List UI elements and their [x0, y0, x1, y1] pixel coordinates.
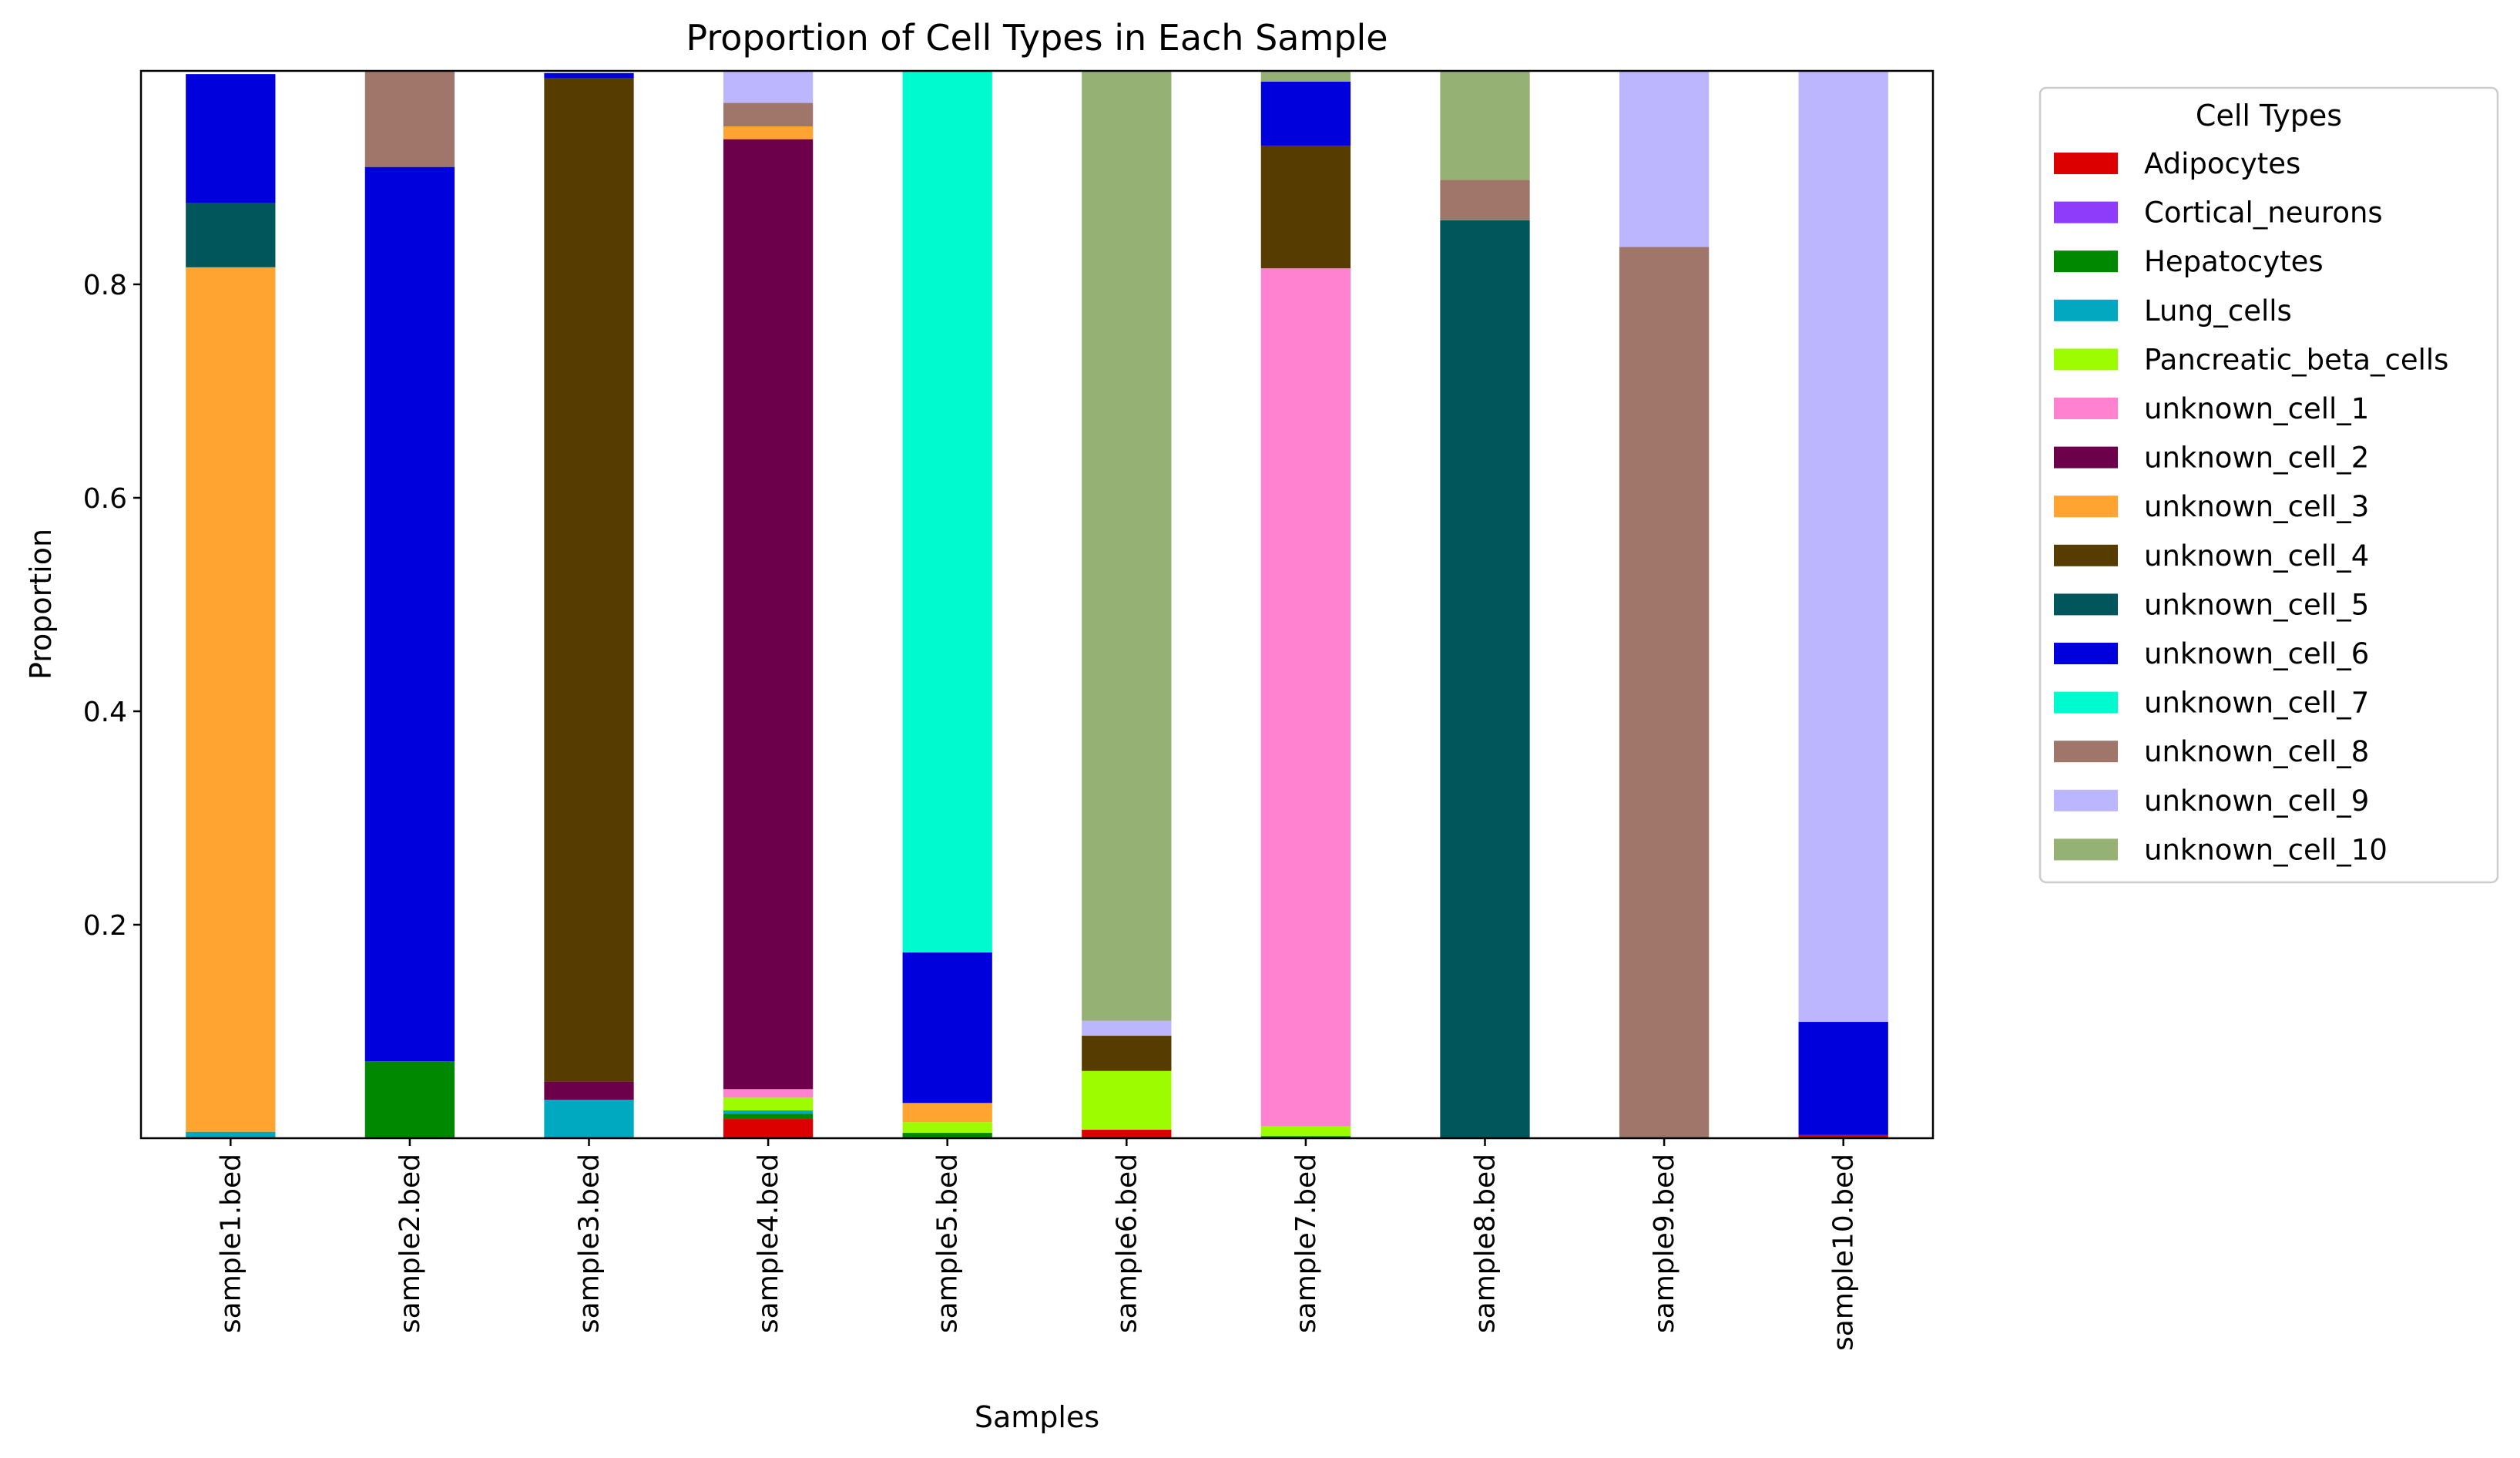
x-tick-label: sample10.bed: [1828, 1154, 1860, 1351]
bar-segment: [1082, 71, 1172, 1021]
legend-swatch: [2054, 446, 2118, 469]
bar-segment: [544, 1100, 634, 1138]
bar-segment: [186, 203, 276, 267]
legend-swatch: [2054, 741, 2118, 763]
bar-segment: [1260, 1136, 1351, 1138]
legend-swatch: [2054, 153, 2118, 174]
legend-label: unknown_cell_8: [2144, 735, 2369, 768]
bar-segment: [723, 71, 814, 103]
x-axis: sample1.bed sample2.bed sample3.bed sample4…: [215, 1138, 1860, 1351]
legend-swatch: [2054, 250, 2118, 273]
legend-label: unknown_cell_10: [2144, 833, 2387, 866]
bar-segment: [902, 952, 992, 1104]
bar-segment: [1260, 1126, 1351, 1137]
legend-label: unknown_cell_9: [2144, 784, 2369, 818]
bar-segment: [544, 1081, 634, 1100]
legend-label: unknown_cell_4: [2144, 539, 2369, 573]
bar-segment: [723, 1097, 814, 1110]
legend-label: unknown_cell_1: [2144, 392, 2369, 425]
bar-segment: [902, 1122, 992, 1134]
x-tick-label: sample5.bed: [932, 1154, 964, 1333]
y-tick-label: 0.8: [83, 270, 127, 301]
bar-segment: [1440, 180, 1530, 220]
x-tick-label: sample3.bed: [574, 1154, 606, 1333]
chart-title: Proportion of Cell Types in Each Sample: [686, 17, 1388, 59]
bar-segment: [1798, 1134, 1888, 1138]
legend-label: unknown_cell_5: [2144, 588, 2369, 621]
bar-segment: [723, 1110, 814, 1114]
legend-label: unknown_cell_6: [2144, 637, 2369, 670]
legend-swatch: [2054, 691, 2118, 714]
legend-label: Hepatocytes: [2144, 245, 2324, 278]
bar-segment: [1260, 71, 1351, 82]
bar-segment: [1260, 268, 1351, 1127]
bar-segment: [364, 71, 455, 167]
bar-segment: [364, 166, 455, 1062]
legend-swatch: [2054, 299, 2118, 321]
bar-segment: [364, 1061, 455, 1138]
bar-segment: [723, 126, 814, 139]
bar-segment: [544, 78, 634, 1082]
bar-segment: [723, 139, 814, 1090]
x-tick-label: sample9.bed: [1649, 1154, 1680, 1333]
y-axis: 0.2 0.4 0.6 0.8: [83, 270, 141, 942]
bar-segment: [186, 74, 276, 203]
legend-swatch: [2054, 789, 2118, 811]
legend-frame: [2038, 86, 2499, 884]
legend-label: Cortical_neurons: [2144, 197, 2383, 230]
legend-swatch: [2054, 838, 2118, 861]
bar-segment: [1260, 81, 1351, 146]
bars-group: [186, 71, 1888, 1138]
legend-swatch: [2054, 496, 2118, 518]
legend-label: unknown_cell_2: [2144, 442, 2369, 475]
legend-title: Cell Types: [2196, 99, 2342, 133]
x-tick-label: sample1.bed: [215, 1154, 247, 1333]
legend-label: Pancreatic_beta_cells: [2144, 343, 2448, 376]
bar-segment: [902, 1103, 992, 1123]
y-axis-label: Proportion: [24, 529, 58, 680]
bar-segment: [1798, 71, 1888, 1023]
bar-segment: [1260, 145, 1351, 269]
bar-segment: [544, 72, 634, 79]
legend-swatch: [2054, 544, 2118, 566]
bar-segment: [723, 1119, 814, 1138]
x-tick-label: sample8.bed: [1470, 1154, 1502, 1333]
y-tick-label: 0.6: [83, 483, 127, 515]
legend-label: Lung_cells: [2144, 294, 2292, 328]
bar-segment: [1082, 1129, 1172, 1138]
legend-label: Adipocytes: [2144, 147, 2300, 180]
bar-segment: [1440, 220, 1530, 1138]
bar-segment: [1440, 71, 1530, 180]
bar-segment: [186, 267, 276, 1132]
x-tick-label: sample6.bed: [1111, 1154, 1143, 1333]
bar-segment: [902, 1133, 992, 1138]
bar-segment: [1798, 1022, 1888, 1135]
legend-label: unknown_cell_7: [2144, 687, 2369, 720]
x-tick-label: sample7.bed: [1290, 1154, 1322, 1333]
x-tick-label: sample2.bed: [394, 1154, 426, 1333]
x-axis-label: Samples: [975, 1400, 1099, 1434]
legend-label: unknown_cell_3: [2144, 490, 2369, 523]
bar-segment: [723, 1114, 814, 1120]
bar-segment: [723, 1089, 814, 1098]
bar-segment: [1082, 1036, 1172, 1071]
bar-segment: [1619, 247, 1710, 1138]
plot-frame: [139, 69, 1934, 1140]
bar-segment: [902, 71, 992, 953]
legend-swatch: [2054, 348, 2118, 371]
bar-segment: [186, 1131, 276, 1138]
bar-segment: [1619, 71, 1710, 247]
bar-segment: [1082, 1070, 1172, 1130]
legend-swatch: [2054, 643, 2118, 664]
legend-swatch: [2054, 201, 2118, 223]
legend-swatch: [2054, 593, 2118, 616]
y-tick-label: 0.2: [83, 910, 127, 942]
bar-segment: [723, 102, 814, 127]
legend: Cell Types Adipocytes Cortical_neurons Hep…: [2038, 86, 2499, 884]
y-tick-label: 0.4: [83, 697, 127, 728]
x-tick-label: sample4.bed: [753, 1154, 784, 1333]
bar-segment: [1082, 1020, 1172, 1036]
legend-swatch: [2054, 398, 2118, 419]
